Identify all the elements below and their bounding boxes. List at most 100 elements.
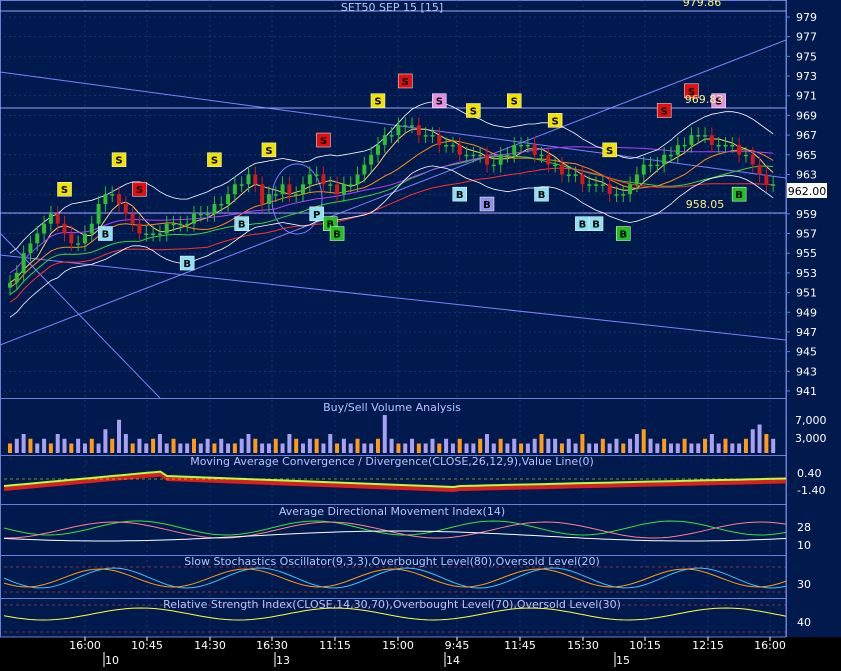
signal-badge[interactable]: S — [466, 103, 481, 118]
candle-body — [505, 154, 510, 157]
signal-box — [57, 181, 72, 197]
signal-badge[interactable]: B — [479, 196, 495, 212]
signal-badge[interactable]: S — [656, 103, 672, 118]
signal-badge[interactable]: S — [547, 113, 563, 128]
signal-badge[interactable]: B — [588, 216, 604, 231]
candle-body — [689, 135, 694, 145]
signal-box — [452, 186, 467, 202]
signal-badge[interactable]: S — [207, 152, 222, 167]
signal-badge[interactable]: S — [602, 142, 617, 158]
candle-body — [498, 154, 503, 165]
volume-bar — [573, 443, 578, 453]
volume-bar — [696, 443, 701, 453]
signal-badge[interactable]: S — [711, 93, 726, 108]
candle-body — [123, 204, 128, 214]
signal-badge[interactable]: P — [309, 206, 324, 222]
signal-badge[interactable]: S — [432, 93, 447, 108]
candles[interactable] — [8, 117, 776, 296]
volume-bar — [314, 438, 319, 453]
signal-badge[interactable]: S — [132, 181, 147, 197]
signal-badge[interactable]: B — [452, 186, 467, 202]
adx-lines — [3, 520, 787, 542]
signal-badge[interactable]: B — [616, 226, 631, 241]
signal-label: S — [606, 146, 613, 157]
candle-body — [280, 184, 285, 195]
time-axis-bg — [0, 637, 841, 667]
volume-bar — [321, 443, 326, 453]
volume-bar — [566, 438, 571, 453]
signal-badge[interactable]: S — [684, 83, 699, 99]
signal-box — [466, 103, 481, 118]
candle-body — [730, 144, 735, 147]
candle-body — [573, 174, 578, 176]
price-tick-label: 963 — [796, 168, 817, 181]
volume-bar — [655, 443, 660, 453]
volume-bar — [82, 443, 87, 453]
candle-body — [444, 144, 449, 147]
signal-box — [616, 226, 631, 241]
signal-badge[interactable]: S — [57, 181, 72, 197]
signal-box — [684, 83, 699, 99]
signal-box — [479, 196, 495, 212]
signal-box — [656, 103, 672, 118]
volume-bar — [294, 438, 299, 453]
volume-bar — [403, 443, 408, 453]
signal-badge[interactable]: B — [575, 216, 590, 231]
time-label: 9:45 — [445, 639, 470, 652]
candle-body — [314, 174, 319, 176]
candle-body — [532, 144, 537, 155]
candle-body — [450, 144, 455, 147]
candle-body — [55, 213, 60, 224]
signal-badge[interactable]: S — [506, 93, 522, 108]
signal-badge[interactable]: B — [329, 226, 345, 241]
signal-badge[interactable]: B — [234, 216, 249, 231]
candle-body — [464, 154, 469, 157]
volume-bar — [709, 434, 714, 453]
adx-plus-di — [3, 520, 787, 536]
volume-bar — [341, 438, 346, 453]
signal-label: S — [265, 146, 272, 157]
signal-label: B — [579, 220, 587, 231]
volume-bar — [21, 434, 26, 453]
volume-bar — [757, 424, 762, 453]
adx-tick-10: 10 — [797, 539, 811, 552]
time-label: 10:15 — [629, 639, 661, 652]
signal-badge[interactable]: B — [98, 226, 113, 241]
signal-label: S — [211, 156, 218, 167]
signal-label: S — [688, 87, 695, 98]
candle-body — [151, 233, 156, 236]
signal-badge[interactable]: B — [731, 186, 747, 202]
signal-badge[interactable]: B — [179, 255, 195, 271]
adx-line — [3, 530, 787, 542]
signal-badge[interactable]: S — [397, 73, 413, 89]
signal-badge[interactable]: S — [111, 152, 127, 167]
price-annotation: 969.83 — [685, 93, 724, 106]
candle-body — [144, 233, 149, 236]
candle-body — [69, 233, 74, 244]
candle-body — [389, 135, 394, 137]
price-tick-label: 943 — [796, 365, 817, 378]
signal-badge[interactable]: S — [316, 132, 331, 148]
signal-badge[interactable]: S — [370, 93, 386, 108]
volume-bar — [266, 443, 271, 453]
signal-box — [132, 181, 147, 197]
stochastic-lines — [3, 566, 787, 593]
macd-tick-040: 0.40 — [797, 467, 822, 480]
signal-label: B — [619, 230, 627, 241]
price-tick-label: 973 — [796, 70, 817, 83]
volume-bar — [471, 443, 476, 453]
volume-bar — [634, 434, 639, 453]
volume-bar — [519, 443, 524, 453]
candle-body — [525, 144, 530, 147]
volume-bar — [648, 438, 653, 453]
volume-bar — [164, 443, 169, 453]
time-label: 15:00 — [382, 639, 414, 652]
signal-badge[interactable]: B — [534, 186, 549, 202]
candle-body — [205, 213, 210, 216]
signal-box — [316, 132, 331, 148]
signal-box — [234, 216, 249, 231]
volume-bar — [14, 438, 19, 453]
signal-badge[interactable]: S — [261, 142, 277, 158]
